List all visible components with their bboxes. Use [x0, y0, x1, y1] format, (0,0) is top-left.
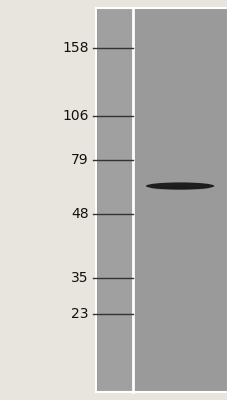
Ellipse shape: [145, 182, 213, 190]
Bar: [133, 8, 227, 392]
Text: 158: 158: [62, 41, 89, 55]
Bar: [95, 8, 133, 392]
Text: 48: 48: [71, 207, 89, 221]
Ellipse shape: [150, 186, 208, 190]
Bar: [95, 8, 98, 392]
Bar: [0, 0, 95, 400]
Text: 106: 106: [62, 109, 89, 123]
Bar: [95, 8, 98, 392]
Text: 23: 23: [71, 307, 89, 321]
Text: 79: 79: [71, 153, 89, 167]
Text: 35: 35: [71, 271, 89, 285]
